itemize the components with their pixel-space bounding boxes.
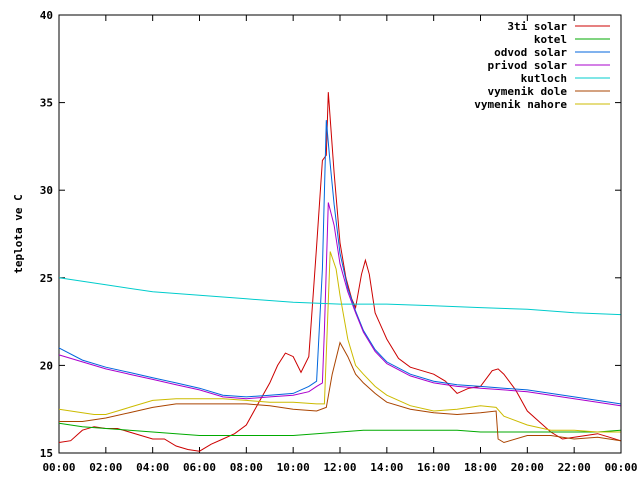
series-lines [58,92,621,452]
series-line-kotel [58,422,621,436]
x-tick-label: 16:00 [417,461,450,474]
legend-label: odvod solar [494,46,567,59]
x-tick-label: 18:00 [464,461,497,474]
x-tick-label: 22:00 [558,461,591,474]
legend-label: kotel [534,33,567,46]
y-tick-label: 15 [40,447,53,460]
legend-label: 3ti solar [507,20,567,33]
series-line-vymenik-nahore [58,251,621,433]
series-line-odvod-solar [58,120,621,405]
y-tick-label: 25 [40,272,53,285]
x-tick-label: 08:00 [230,461,263,474]
x-tick-label: 00:00 [604,461,637,474]
legend-label: kutloch [521,72,567,85]
axis-ticks: 00:00 02:00 04:00 06:00 08:00 10:00 12:00 14:00… [40,9,638,474]
plot-area [58,14,622,454]
x-tick-label: 12:00 [323,461,356,474]
legend-label: privod solar [488,59,568,72]
y-tick-label: 30 [40,184,53,197]
x-tick-label: 06:00 [183,461,216,474]
y-tick-label: 20 [40,359,53,372]
y-tick-label: 40 [40,9,53,22]
series-line-vymenik-dole [59,341,621,444]
x-tick-label: 20:00 [511,461,544,474]
legend-label: vymenik dole [488,85,568,98]
y-tick-label: 35 [40,97,53,110]
series-line-kutloch [58,277,621,316]
series-line-3ti-solar [58,92,621,452]
x-tick-label: 14:00 [370,461,403,474]
x-tick-label: 10:00 [277,461,310,474]
x-tick-label: 04:00 [136,461,169,474]
series-line-privod-solar [58,202,621,407]
y-axis-label: teplota ve C [12,194,25,273]
x-tick-label: 02:00 [89,461,122,474]
legend-label: vymenik nahore [474,98,567,111]
x-tick-label: 00:00 [42,461,75,474]
